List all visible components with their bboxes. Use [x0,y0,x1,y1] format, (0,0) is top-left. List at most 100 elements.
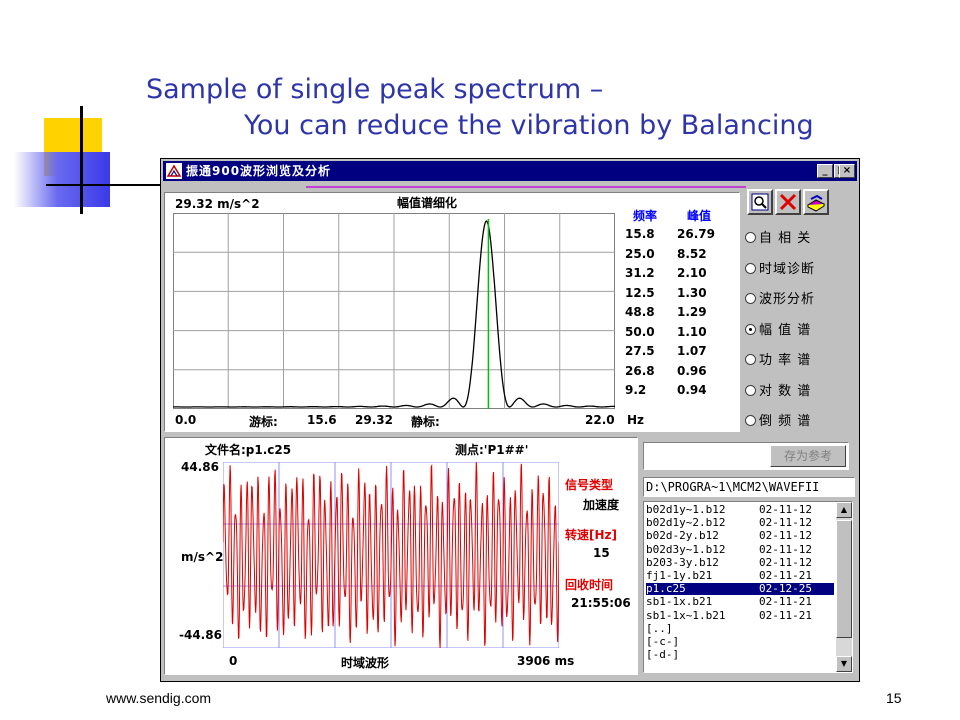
slide-title-line1: Sample of single peak spectrum – [146,74,604,105]
window-title: 振通900波形浏览及分析 [186,164,332,178]
file-list-item[interactable]: [-c-] [646,636,834,648]
file-date: 02-11-12 [759,542,812,556]
mode-option[interactable]: 时域诊断 [745,258,815,277]
search-icon [751,193,769,211]
waveform-y-unit: m/s^2 [181,550,224,564]
delete-button[interactable] [775,189,801,215]
file-name: b203-3y.b12 [646,555,719,569]
file-list[interactable]: b02d1y~1.b12 02-11-12 b02d1y~2.b12 02-11-12… [643,501,853,673]
mode-option[interactable]: 幅 值 谱 [745,319,811,338]
minimize-button[interactable]: _ [817,164,833,178]
help-button[interactable] [803,189,829,215]
signal-type-label: 信号类型 [565,478,614,492]
mode-option[interactable]: 对 数 谱 [745,380,811,399]
mode-label: 幅 值 谱 [759,322,812,338]
footer-url: www.sendig.com [106,690,212,706]
waveform-x-end: 3906 ms [517,654,575,668]
spectrum-grid [173,213,615,409]
file-list-item[interactable]: p1.c25 02-12-25 [646,582,834,596]
mode-label: 自 相 关 [759,231,812,246]
file-name: [-c-] [646,635,680,648]
cursor-label: 游标: [249,415,278,429]
peak-frequency: 48.8 [625,305,655,319]
radio-button[interactable] [745,232,756,243]
peak-frequency: 9.2 [625,383,647,397]
spectrum-x-unit: Hz [627,413,645,427]
file-list-item[interactable]: sb1-1x.b21 02-11-21 [646,596,834,608]
spectrum-chart[interactable] [173,213,615,409]
cursor-amplitude: 29.32 [355,413,393,427]
waveform-chart[interactable] [223,462,559,648]
waveform-x-start: 0 [229,654,238,668]
directory-path-field[interactable]: D:\PROGRA~1\MCM2\WAVEFII [643,477,855,497]
spectrum-x-start: 0.0 [175,413,197,427]
deco-horizontal-line [46,184,166,186]
radio-button[interactable] [745,415,756,426]
file-date: 02-11-12 [759,555,812,569]
peak-freq-header: 频率 [633,209,658,223]
peak-frequency: 15.8 [625,227,655,241]
deco-vertical-line [80,106,83,214]
file-list-item[interactable]: sb1-1x~1.b21 02-11-21 [646,609,834,622]
file-date: 02-11-12 [759,529,812,543]
peak-frequency: 27.5 [625,344,655,358]
waveform-filename: 文件名:p1.c25 [205,443,292,457]
spectrum-x-end: 22.0 [585,413,615,427]
file-list-item[interactable]: b203-3y.b12 02-11-12 [646,555,834,569]
file-list-item[interactable]: b02d3y~1.b12 02-11-12 [646,542,834,556]
file-date: 02-11-21 [759,595,812,609]
radio-button[interactable] [745,354,756,365]
mode-option[interactable]: 波形分析 [745,288,815,307]
close-button[interactable]: × [839,164,855,178]
file-list-item[interactable]: fj1-1y.b21 02-11-21 [646,570,834,582]
file-name: b02d3y~1.b12 [646,542,726,556]
file-name: sb1-1x.b21 [646,595,713,609]
scroll-down-button[interactable]: ▼ [836,656,852,672]
waveform-measure-point: 测点:'P1##' [455,443,529,457]
file-list-item[interactable]: [..] [646,622,834,635]
peak-value: 1.10 [677,324,707,339]
speed-label: 转速[Hz] [565,528,617,542]
peak-frequency: 50.0 [625,324,655,339]
file-name: [-d-] [646,648,680,662]
file-date: 02-11-12 [759,516,812,530]
recovery-time-label: 回收时间 [565,578,614,592]
radio-button[interactable] [745,384,756,396]
signal-type-value: 加速度 [583,498,620,512]
waveform-series-line [223,462,559,648]
mode-label: 倒 频 谱 [759,414,812,429]
file-list-item[interactable]: b02d-2y.b12 02-11-12 [646,530,834,542]
cursor-frequency: 15.6 [307,413,337,427]
slide-title: Sample of single peak spectrum – You can … [146,72,814,144]
radio-button[interactable] [745,262,756,274]
peak-frequency: 26.8 [625,363,655,378]
app-icon [166,163,182,179]
peak-value: 0.94 [677,383,707,397]
spectrum-amplitude-label: 29.32 m/s^2 [175,197,260,211]
waveform-y-max: 44.86 [181,460,219,474]
zoom-button[interactable] [747,189,773,215]
mode-label: 波形分析 [759,292,816,307]
scroll-thumb[interactable] [836,520,852,638]
window-titlebar[interactable]: 振通900波形浏览及分析 _ □ × [163,161,857,181]
mode-label: 时域诊断 [759,261,816,277]
save-reference-button[interactable]: 存为参考 [770,445,846,467]
mode-option[interactable]: 自 相 关 [745,227,811,246]
mode-option[interactable]: 功 率 谱 [745,349,811,368]
radio-button[interactable] [745,293,756,304]
peak-value: 1.29 [677,305,707,319]
book-icon [806,194,826,212]
file-list-scrollbar[interactable]: ▲ ▼ [836,502,852,672]
file-name: p1.c25 [646,582,686,596]
static-label: 静标: [411,415,440,429]
peak-value-header: 峰值 [687,209,712,223]
file-list-item[interactable]: b02d1y~2.b12 02-11-12 [646,517,834,529]
scroll-up-button[interactable]: ▲ [836,502,852,518]
mode-option[interactable]: 倒 频 谱 [745,410,811,429]
menu-divider [306,186,746,188]
mode-label: 对 数 谱 [759,383,812,399]
slide-title-line2: You can reduce the vibration by Balancin… [244,110,814,141]
file-list-item[interactable]: b02d1y~1.b12 02-11-12 [646,504,834,516]
file-list-item[interactable]: [-d-] [646,649,834,661]
radio-button[interactable] [745,323,756,335]
